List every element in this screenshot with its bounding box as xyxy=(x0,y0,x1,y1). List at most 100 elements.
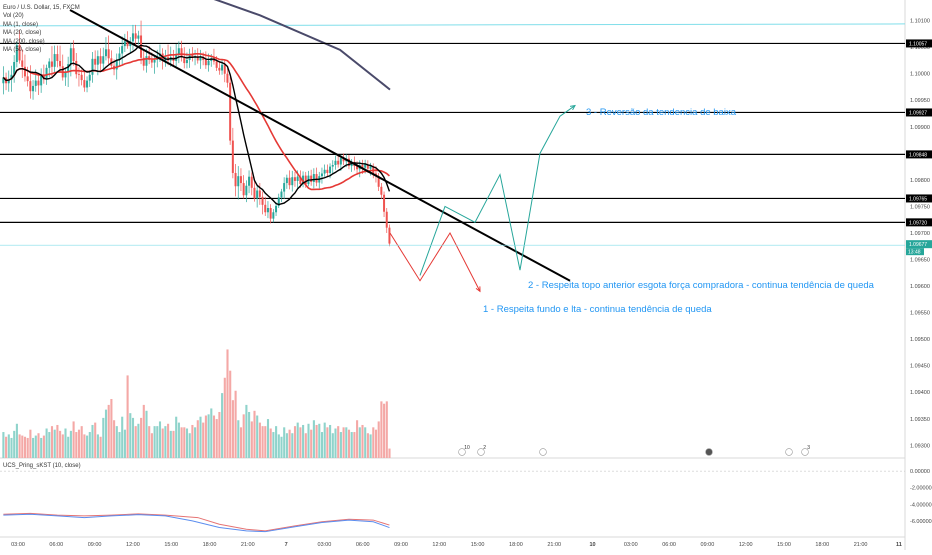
volume-bar xyxy=(234,390,237,458)
price-level-box xyxy=(906,194,932,203)
indicator-label[interactable]: UCS_Pring_sKST (10, close) xyxy=(3,463,81,469)
volume-bar xyxy=(329,424,332,458)
annotation-3[interactable]: 3 - Reversão da tendencia de baixa xyxy=(586,107,736,118)
candle-body xyxy=(177,48,180,55)
volume-bar xyxy=(88,432,91,458)
volume-bar xyxy=(172,430,175,458)
annotation-2[interactable]: 2 - Respeita topo anterior esgota força … xyxy=(528,280,874,291)
volume-bar xyxy=(388,448,391,458)
event-marker[interactable] xyxy=(705,448,713,456)
projection-path-red xyxy=(389,231,481,292)
candle-body xyxy=(150,59,153,63)
volume-bar xyxy=(80,426,83,458)
volume-bar xyxy=(67,436,70,458)
volume-bar xyxy=(64,428,67,458)
volume-bar xyxy=(374,429,378,458)
volume-bar xyxy=(331,433,334,458)
candle-body xyxy=(191,54,194,58)
volume-bar xyxy=(110,399,113,458)
time-tick-label: 15:00 xyxy=(164,542,178,548)
event-marker[interactable] xyxy=(801,448,809,456)
candle-body xyxy=(299,176,302,185)
legend-ma200[interactable]: MA (200, close) xyxy=(3,38,45,45)
candle-body xyxy=(366,164,369,169)
candle-body xyxy=(110,58,113,66)
volume-bar xyxy=(320,432,324,458)
volume-bar xyxy=(315,424,318,458)
volume-bar xyxy=(156,426,159,458)
volume-bar xyxy=(169,430,172,458)
candle-body xyxy=(94,58,97,65)
volume-bar xyxy=(69,430,72,458)
volume-bar xyxy=(123,429,126,458)
volume-bar xyxy=(296,422,299,458)
volume-bar xyxy=(285,433,288,458)
event-marker[interactable] xyxy=(785,448,793,456)
candle-body xyxy=(337,160,340,165)
volume-bar xyxy=(131,417,135,458)
volume-bar xyxy=(372,427,375,458)
candle-body xyxy=(67,64,70,73)
candle-body xyxy=(342,158,345,162)
volume-bar xyxy=(42,435,45,458)
candle-body xyxy=(253,187,256,199)
candle-body xyxy=(140,35,143,58)
legend-ma20[interactable]: MA (20, close) xyxy=(3,30,42,37)
ma50-line xyxy=(2,53,390,191)
volume-bar xyxy=(161,428,164,458)
legend-ma1[interactable]: MA (1, close) xyxy=(3,21,39,28)
price-tick-label: 1.09350 xyxy=(910,417,930,423)
candle-body xyxy=(199,57,202,61)
candle-body xyxy=(229,82,232,141)
candle-body xyxy=(264,204,267,213)
candle-body xyxy=(202,57,205,60)
volume-bar xyxy=(304,433,307,458)
candle-body xyxy=(26,76,29,82)
volume-bar xyxy=(29,429,32,458)
legend-symbol[interactable]: Euro / U.S. Dollar, 15, FXCM xyxy=(3,5,80,11)
candle-body xyxy=(239,176,242,184)
event-marker[interactable] xyxy=(458,448,466,456)
candle-body xyxy=(334,160,337,166)
candle-body xyxy=(15,45,18,63)
volume-bar xyxy=(226,349,229,458)
ma20-line xyxy=(2,44,391,206)
volume-bar xyxy=(34,435,37,458)
candle-body xyxy=(123,41,126,47)
candle-body xyxy=(142,57,145,66)
volume-bar xyxy=(337,426,340,458)
volume-bar xyxy=(5,436,8,458)
annotation-1[interactable]: 1 - Respeita fundo e lta - continua tend… xyxy=(483,304,712,315)
candle-body xyxy=(134,33,137,39)
candle-body xyxy=(277,197,280,206)
legend-volume[interactable]: Vol (20) xyxy=(3,13,24,20)
volume-bar xyxy=(334,428,337,458)
time-tick-label: 10 xyxy=(589,542,595,548)
price-tick-label: 1.10100 xyxy=(910,19,930,25)
volume-bar xyxy=(72,421,75,458)
event-marker[interactable] xyxy=(477,448,485,456)
volume-bar xyxy=(175,416,178,458)
event-marker[interactable] xyxy=(539,448,547,456)
price-level-box xyxy=(906,108,932,117)
volume-bar xyxy=(385,401,388,458)
price-tick-label: 1.09500 xyxy=(910,337,930,343)
volume-bar xyxy=(275,426,278,458)
candle-body xyxy=(248,176,251,186)
candle-body xyxy=(86,80,89,88)
volume-bar xyxy=(56,424,59,458)
legend-ma50[interactable]: MA (50, close) xyxy=(3,47,42,54)
candle-body xyxy=(258,190,261,197)
volume-bar xyxy=(369,434,372,458)
projection-path-green xyxy=(419,105,576,276)
volume-bar xyxy=(248,411,251,458)
volume-bar xyxy=(96,434,99,458)
candle-body xyxy=(283,183,286,192)
volume-bar xyxy=(347,429,351,458)
candle-body xyxy=(59,60,62,67)
candle-body xyxy=(296,176,299,181)
candle-body xyxy=(99,56,102,64)
price-tick-label: 1.09950 xyxy=(910,98,930,104)
